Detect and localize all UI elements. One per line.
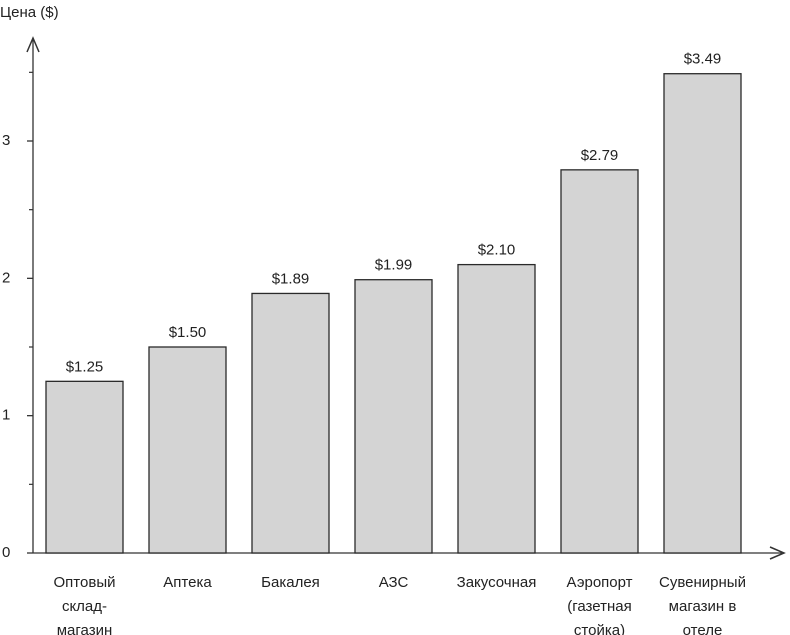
x-tick-label: Аптека	[163, 574, 212, 591]
y-tick-label: 0	[2, 544, 10, 561]
x-tick-label-line: склад-	[62, 598, 107, 615]
x-tick-label-line: Закусочная	[457, 574, 537, 591]
x-tick-label-line: стойка)	[574, 622, 625, 635]
bar	[45, 380, 124, 554]
bar	[457, 263, 536, 554]
y-axis-label: Цена ($)	[0, 4, 59, 21]
x-tick-label: АЗС	[379, 574, 409, 591]
value-label: $2.79	[581, 147, 619, 164]
x-tick-label-line: Сувенирный	[659, 574, 746, 591]
x-tick-label-line: Оптовый	[54, 574, 116, 591]
value-label: $1.89	[272, 270, 310, 287]
value-label: $3.49	[684, 51, 722, 68]
value-label: $1.50	[169, 324, 207, 341]
x-tick-label-line: магазин в	[669, 598, 737, 615]
x-axis-arrow	[769, 546, 786, 560]
x-tick-label: Сувенирный магазин в отеле	[659, 574, 746, 635]
x-tick-label-line: Аптека	[163, 574, 212, 591]
y-tick-label: 2	[2, 269, 10, 286]
x-tick-label-line: (газетная	[567, 598, 631, 615]
x-tick-label-line: магазин	[57, 622, 113, 635]
x-tick-label-line: Аэропорт	[566, 574, 632, 591]
y-axis-arrow	[26, 36, 40, 53]
bar	[663, 73, 742, 554]
x-tick-label-line: АЗС	[379, 574, 409, 591]
x-tick-label: Закусочная	[457, 574, 537, 591]
y-tick-label: 1	[2, 407, 10, 424]
x-tick-label: Бакалея	[261, 574, 320, 591]
bar	[354, 279, 433, 554]
bar	[560, 169, 639, 554]
y-tick-label: 3	[2, 132, 10, 149]
bar	[148, 346, 227, 554]
x-tick-label-line: отеле	[683, 622, 723, 635]
value-label: $2.10	[478, 242, 516, 259]
x-tick-label: Оптовый склад-магазин	[54, 574, 116, 635]
x-tick-label-line: Бакалея	[261, 574, 320, 591]
value-label: $1.99	[375, 257, 413, 274]
x-tick-label: Аэропорт (газетная стойка)	[566, 574, 632, 635]
bar	[251, 292, 330, 554]
value-label: $1.25	[66, 358, 104, 375]
